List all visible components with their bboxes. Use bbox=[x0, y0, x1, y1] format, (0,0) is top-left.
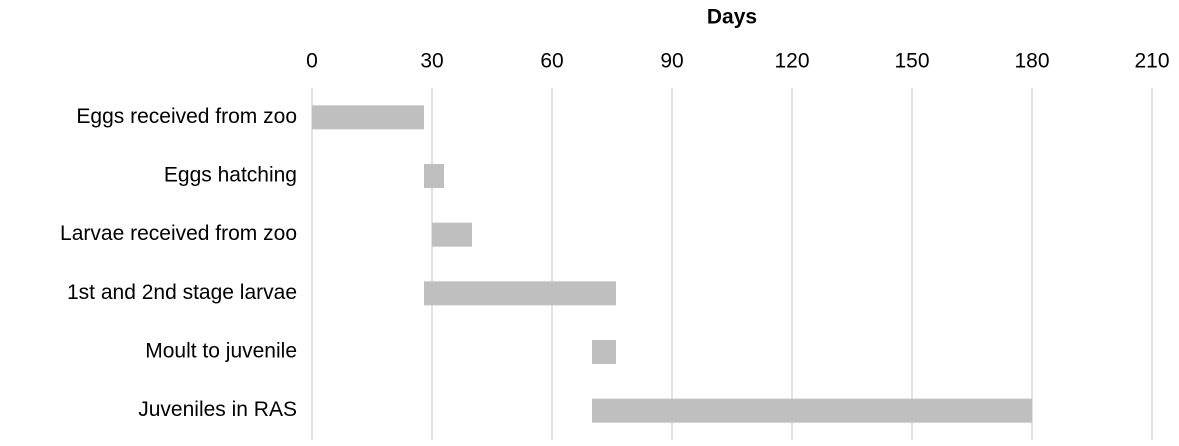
bar bbox=[432, 222, 472, 247]
bar bbox=[592, 398, 1032, 423]
y-tick-label: Eggs hatching bbox=[164, 164, 297, 187]
y-tick-label: 1st and 2nd stage larvae bbox=[67, 281, 297, 304]
bar bbox=[312, 105, 424, 130]
y-tick-label: Eggs received from zoo bbox=[76, 105, 297, 128]
y-tick-label: Juveniles in RAS bbox=[138, 398, 297, 421]
x-tick-label: 30 bbox=[420, 50, 443, 73]
bar bbox=[424, 164, 444, 188]
x-tick-label: 90 bbox=[660, 50, 683, 73]
x-tick-label: 150 bbox=[894, 50, 929, 73]
x-tick-label: 60 bbox=[540, 50, 563, 73]
y-tick-label: Moult to juvenile bbox=[145, 340, 297, 363]
chart-title: Days bbox=[707, 6, 757, 29]
x-tick-label: 210 bbox=[1134, 50, 1169, 73]
bar bbox=[424, 281, 616, 306]
bar bbox=[592, 340, 616, 364]
x-tick-label: 120 bbox=[774, 50, 809, 73]
x-tick-label: 0 bbox=[306, 50, 318, 73]
y-tick-label: Larvae received from zoo bbox=[60, 222, 297, 245]
x-tick-label: 180 bbox=[1014, 50, 1049, 73]
